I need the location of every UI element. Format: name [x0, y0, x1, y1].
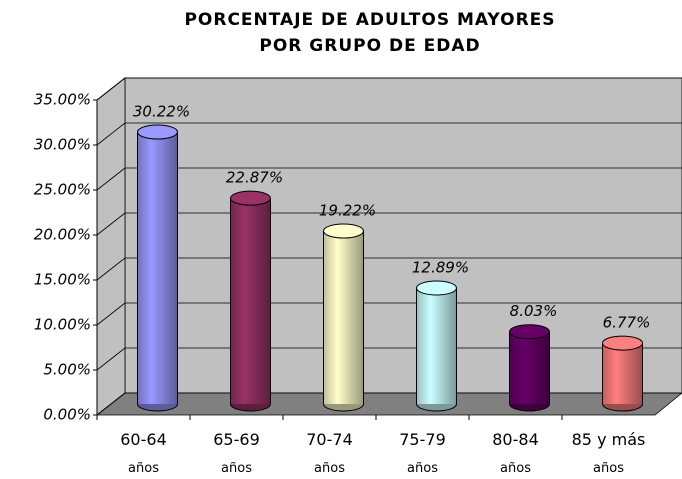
floor [95, 392, 682, 416]
y-tick-label: 0.00% [43, 406, 91, 424]
bar-top [137, 124, 178, 140]
bar [416, 287, 457, 404]
bars [137, 124, 643, 412]
grid-line [96, 347, 126, 371]
bar-top [602, 335, 643, 351]
y-tick-label: 35.00% [34, 91, 91, 109]
data-label: 19.22% [319, 202, 376, 220]
y-tick-label: 5.00% [43, 361, 91, 379]
bar [509, 331, 550, 404]
y-tick-label: 15.00% [34, 271, 91, 289]
data-label: 8.03% [510, 302, 558, 320]
grid-line [96, 392, 126, 416]
grid-line [96, 302, 126, 326]
chart-title: PORCENTAJE DE ADULTOS MAYORES [184, 10, 555, 30]
y-tick-label: 20.00% [34, 226, 91, 244]
x-tick-label: 85 y más años [572, 430, 646, 476]
bar-top [416, 280, 457, 296]
bar-top [323, 223, 364, 239]
y-tick-label: 10.00% [34, 316, 91, 334]
bar [230, 198, 271, 404]
grid-line [96, 257, 126, 281]
back-wall [124, 77, 682, 394]
data-label: 12.89% [412, 258, 469, 276]
grid-line [96, 167, 126, 191]
bar-top [509, 324, 550, 340]
x-tick-label: 70-74 años [306, 430, 353, 476]
data-label: 22.87% [226, 169, 283, 187]
x-tick-label: 60-64 años [120, 430, 167, 476]
grid [93, 77, 682, 420]
bar-top [230, 190, 271, 206]
x-tick-label: 75-79 años [399, 430, 446, 476]
bar [323, 231, 364, 404]
data-label: 30.22% [133, 103, 190, 121]
grid-line [96, 77, 126, 101]
y-tick-label: 25.00% [34, 181, 91, 199]
y-tick-label: 30.00% [34, 136, 91, 154]
side-wall [96, 77, 126, 416]
chart-title: POR GRUPO DE EDAD [259, 36, 480, 56]
bar [602, 343, 643, 404]
data-label: 6.77% [603, 314, 651, 332]
bar [137, 132, 178, 404]
x-tick-label: 65-69 años [213, 430, 260, 476]
grid-line [96, 212, 126, 236]
x-tick-label: 80-84 años [492, 430, 539, 476]
grid-line [96, 122, 126, 146]
